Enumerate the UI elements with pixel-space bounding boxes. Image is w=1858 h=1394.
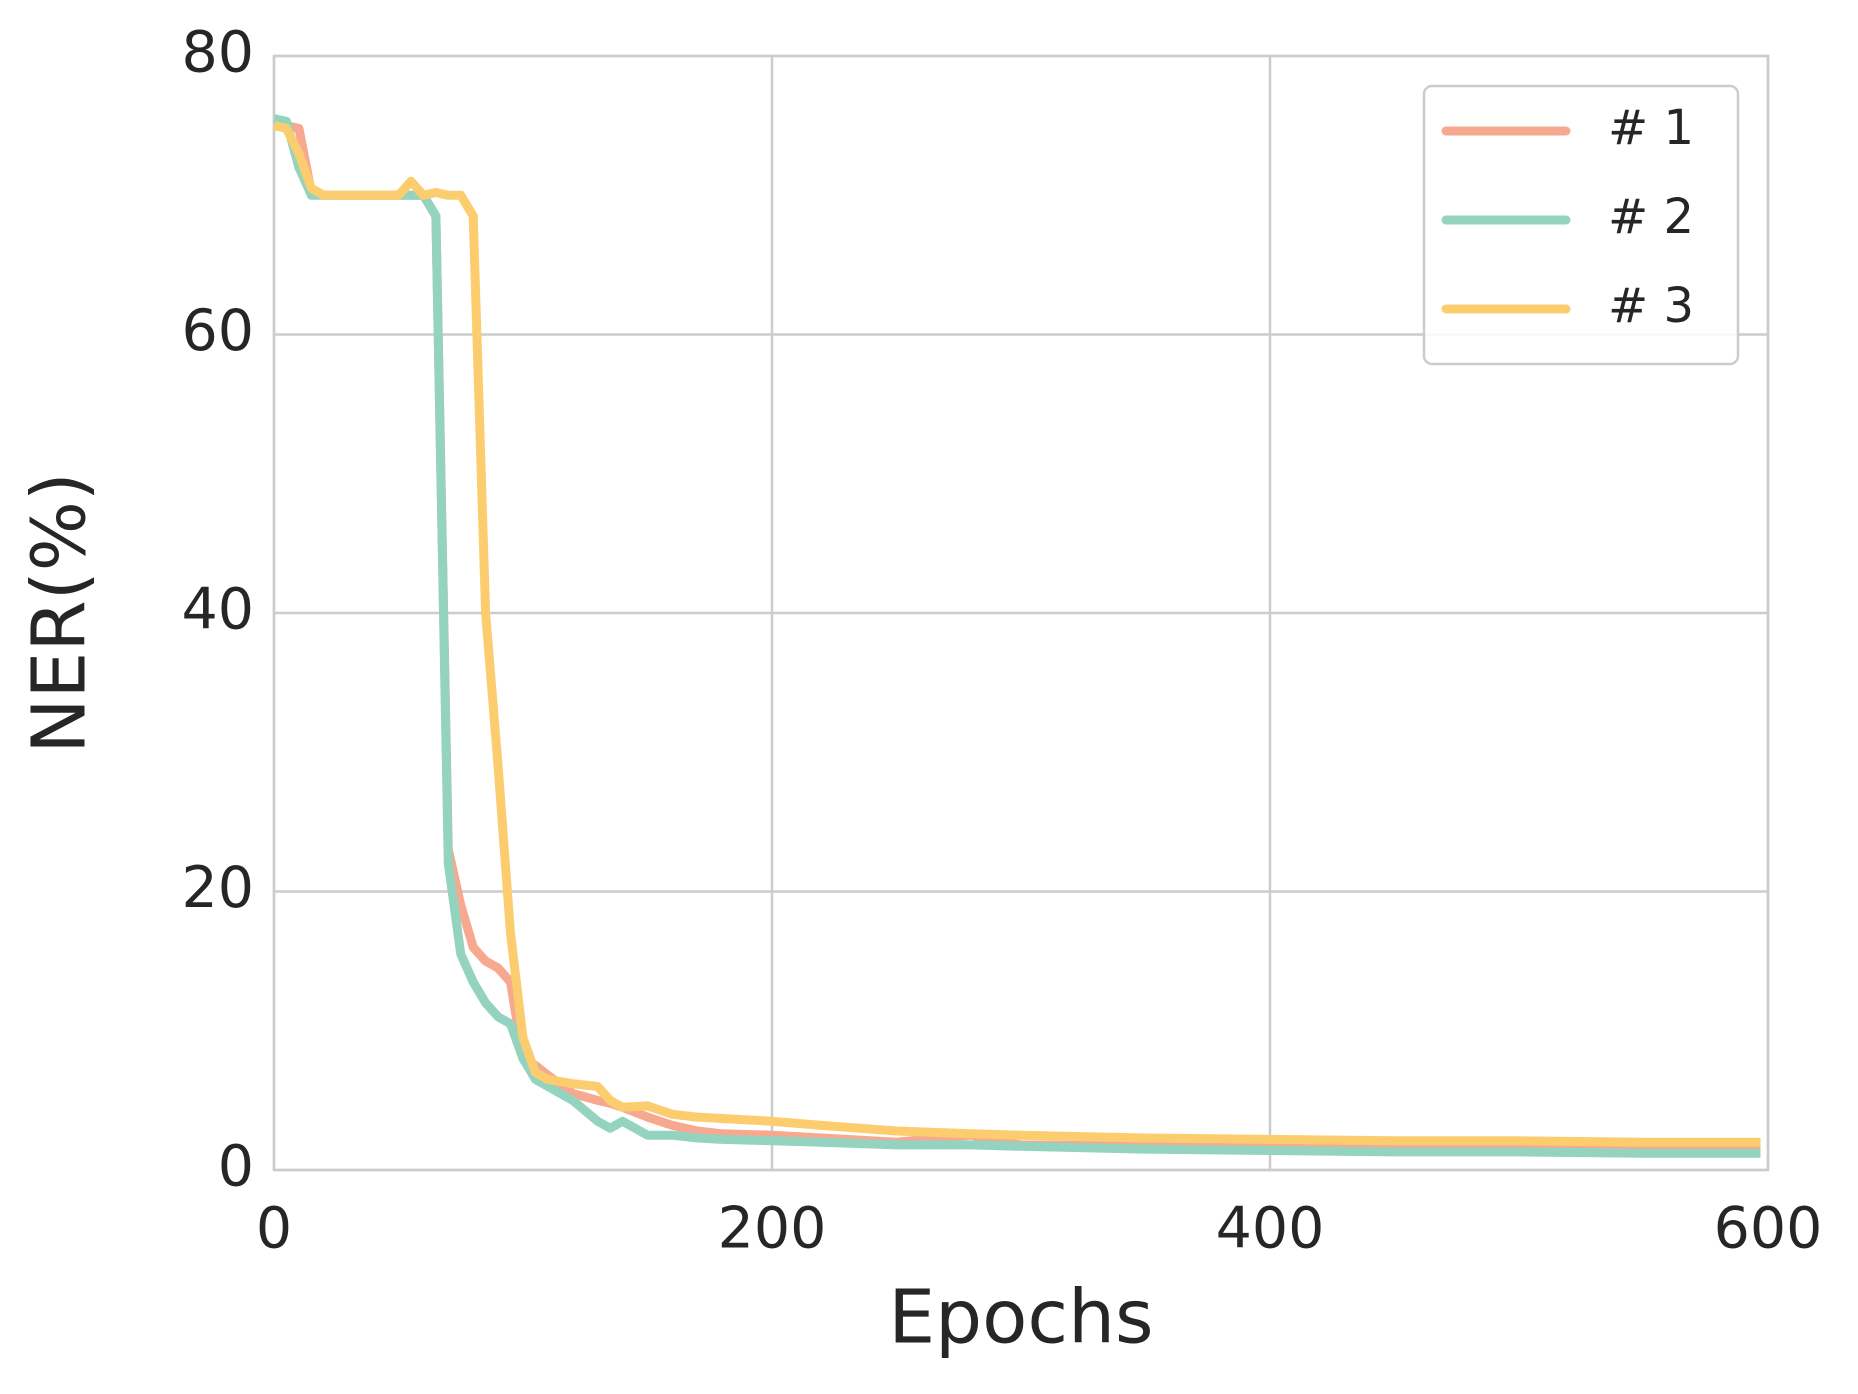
y-tick-label: 0 [218, 1134, 254, 1200]
y-tick-label: 20 [181, 855, 254, 921]
y-tick-label: 40 [181, 577, 254, 643]
x-tick-label: 200 [718, 1196, 827, 1262]
plot-frame [272, 54, 1770, 1172]
y-axis-label: NER(%) [17, 472, 103, 754]
y-tick-label: 80 [181, 20, 254, 86]
x-tick-label: 600 [1714, 1196, 1823, 1262]
x-axis-label: Epochs [888, 1275, 1153, 1361]
data-line [273, 121, 1761, 1147]
legend-label: # 1 [1608, 100, 1694, 156]
legend-box [1422, 84, 1740, 366]
legend-label: # 3 [1608, 278, 1694, 334]
y-tick-label: 60 [181, 298, 254, 364]
x-tick-label: 400 [1216, 1196, 1325, 1262]
x-tick-label: 0 [256, 1196, 292, 1262]
legend-label: # 2 [1608, 189, 1694, 245]
